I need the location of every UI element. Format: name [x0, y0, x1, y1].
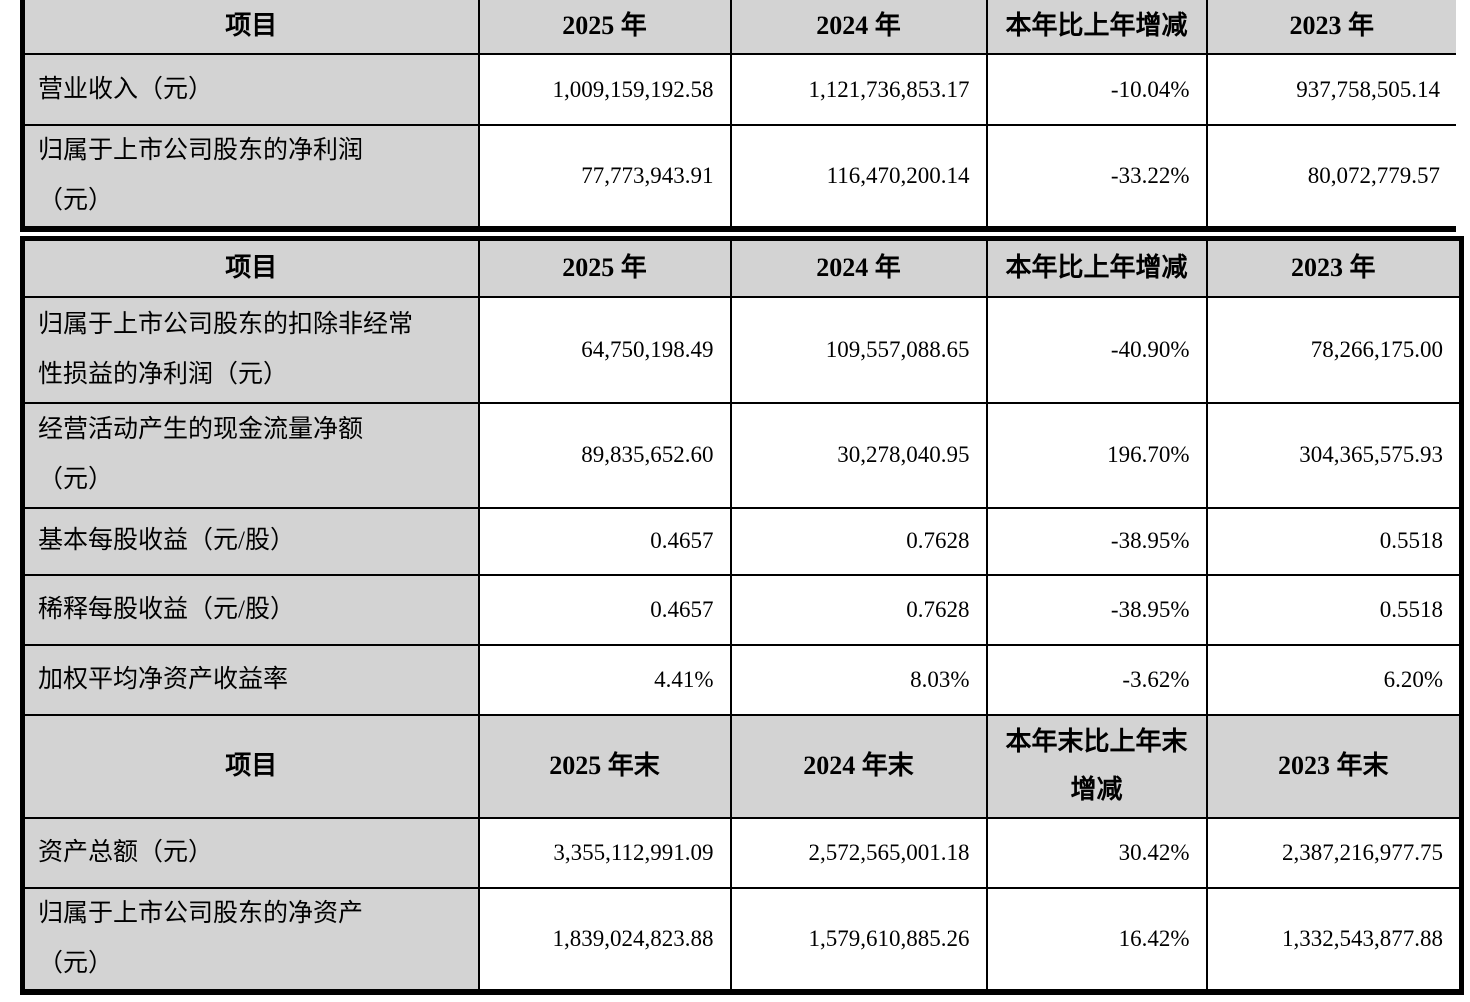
- value-2024: 1,579,610,885.26: [729, 886, 988, 993]
- row-label: 基本每股收益（元/股）: [21, 506, 480, 576]
- table-row-basic-eps: 基本每股收益（元/股） 0.4657 0.7628 -38.95% 0.5518: [21, 506, 1463, 576]
- row-label: 经营活动产生的现金流量净额 （元）: [21, 401, 480, 509]
- value-2024: 2,572,565,001.18: [729, 816, 988, 889]
- row-label: 归属于上市公司股东的净资产 （元）: [21, 886, 480, 993]
- value-2023: 0.5518: [1205, 573, 1463, 646]
- table-row-operating-cash-flow: 经营活动产生的现金流量净额 （元） 89,835,652.60 30,278,0…: [21, 401, 1463, 509]
- value-yoy-change: -10.04%: [985, 53, 1208, 126]
- value-2023: 1,332,543,877.88: [1205, 886, 1463, 993]
- key-accounting-data-table: 项目 2025 年 2024 年 本年比上年增减 2023 年 归属于上市公司股…: [20, 236, 1464, 995]
- value-2024: 116,470,200.14: [729, 124, 988, 230]
- header-2023: 2023 年: [1205, 237, 1463, 298]
- income-summary-table: 项目 2025 年 2024 年 本年比上年增减 2023 年 营业收入（元） …: [20, 0, 1456, 232]
- header-eoy-2023: 2023 年末: [1205, 713, 1463, 819]
- header-item: 项目: [21, 0, 480, 55]
- header-2024: 2024 年: [729, 237, 988, 298]
- table-header-row-eoy: 项目 2025 年末 2024 年末 本年末比上年末 增减 2023 年末: [21, 713, 1463, 819]
- table-row-diluted-eps: 稀释每股收益（元/股） 0.4657 0.7628 -38.95% 0.5518: [21, 573, 1463, 646]
- header-yoy-change: 本年比上年增减: [985, 0, 1208, 55]
- header-eoy-change: 本年末比上年末 增减: [985, 713, 1208, 819]
- table-row-net-profit: 归属于上市公司股东的净利润 （元） 77,773,943.91 116,470,…: [21, 124, 1456, 230]
- value-yoy-change: -40.90%: [985, 295, 1208, 404]
- table-row-operating-revenue: 营业收入（元） 1,009,159,192.58 1,121,736,853.1…: [21, 53, 1456, 126]
- table-row-deducted-net-profit: 归属于上市公司股东的扣除非经常 性损益的净利润（元） 64,750,198.49…: [21, 295, 1463, 404]
- value-2025: 1,839,024,823.88: [477, 886, 732, 993]
- header-eoy-2024: 2024 年末: [729, 713, 988, 819]
- value-2025: 0.4657: [477, 573, 732, 646]
- value-2023: 6.20%: [1205, 643, 1463, 716]
- row-label: 资产总额（元）: [21, 816, 480, 889]
- table-row-net-assets: 归属于上市公司股东的净资产 （元） 1,839,024,823.88 1,579…: [21, 886, 1463, 993]
- value-2025: 1,009,159,192.58: [477, 53, 732, 126]
- table-row-weighted-avg-roe: 加权平均净资产收益率 4.41% 8.03% -3.62% 6.20%: [21, 643, 1463, 716]
- header-item: 项目: [21, 713, 480, 819]
- value-2024: 8.03%: [729, 643, 988, 716]
- value-2025: 0.4657: [477, 506, 732, 576]
- value-2023: 937,758,505.14: [1205, 53, 1456, 126]
- value-2023: 0.5518: [1205, 506, 1463, 576]
- row-label: 归属于上市公司股东的净利润 （元）: [21, 124, 480, 230]
- value-2025: 77,773,943.91: [477, 124, 732, 230]
- value-2025: 3,355,112,991.09: [477, 816, 732, 889]
- value-2025: 4.41%: [477, 643, 732, 716]
- value-2025: 89,835,652.60: [477, 401, 732, 509]
- value-2023: 2,387,216,977.75: [1205, 816, 1463, 889]
- value-yoy-change: 16.42%: [985, 886, 1208, 993]
- value-2024: 109,557,088.65: [729, 295, 988, 404]
- row-label: 归属于上市公司股东的扣除非经常 性损益的净利润（元）: [21, 295, 480, 404]
- value-yoy-change: -33.22%: [985, 124, 1208, 230]
- row-label: 营业收入（元）: [21, 53, 480, 126]
- table-header-row: 项目 2025 年 2024 年 本年比上年增减 2023 年: [21, 0, 1456, 55]
- value-yoy-change: -38.95%: [985, 573, 1208, 646]
- value-yoy-change: 30.42%: [985, 816, 1208, 889]
- header-2023: 2023 年: [1205, 0, 1456, 55]
- row-label: 稀释每股收益（元/股）: [21, 573, 480, 646]
- value-yoy-change: 196.70%: [985, 401, 1208, 509]
- value-2025: 64,750,198.49: [477, 295, 732, 404]
- value-yoy-change: -38.95%: [985, 506, 1208, 576]
- value-2023: 80,072,779.57: [1205, 124, 1456, 230]
- header-item: 项目: [21, 237, 480, 298]
- row-label: 加权平均净资产收益率: [21, 643, 480, 716]
- value-2024: 0.7628: [729, 506, 988, 576]
- value-2024: 30,278,040.95: [729, 401, 988, 509]
- header-yoy-change: 本年比上年增减: [985, 237, 1208, 298]
- value-yoy-change: -3.62%: [985, 643, 1208, 716]
- table-header-row: 项目 2025 年 2024 年 本年比上年增减 2023 年: [21, 237, 1463, 298]
- header-2024: 2024 年: [729, 0, 988, 55]
- value-2024: 0.7628: [729, 573, 988, 646]
- table-row-total-assets: 资产总额（元） 3,355,112,991.09 2,572,565,001.1…: [21, 816, 1463, 889]
- value-2024: 1,121,736,853.17: [729, 53, 988, 126]
- value-2023: 304,365,575.93: [1205, 401, 1463, 509]
- value-2023: 78,266,175.00: [1205, 295, 1463, 404]
- header-2025: 2025 年: [477, 237, 732, 298]
- header-2025: 2025 年: [477, 0, 732, 55]
- header-eoy-2025: 2025 年末: [477, 713, 732, 819]
